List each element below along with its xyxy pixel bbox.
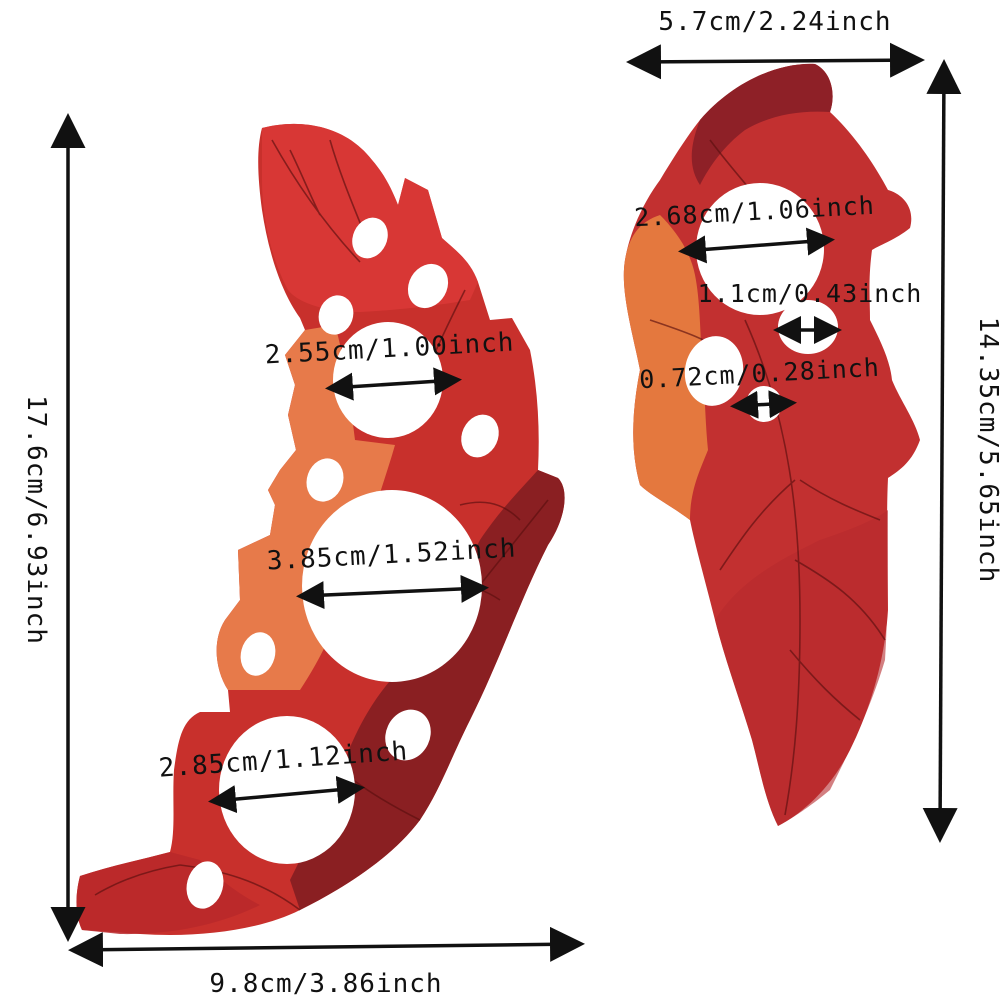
left-hole-small-7: [385, 709, 431, 761]
dimension-arrows: [50, 42, 962, 968]
left-height-label: 17.6cm/6.93inch: [21, 395, 51, 645]
right-leaf-piece: [623, 63, 920, 827]
left-hole-small-3: [318, 295, 354, 335]
left-hole-small-1: [352, 217, 388, 259]
left-bottom-hole-arrow: [208, 775, 365, 814]
left-hole-small-4: [461, 414, 499, 458]
left-leaf-top-lobe: [262, 123, 478, 312]
right-height-label: 14.35cm/5.65inch: [973, 317, 1000, 583]
right-leaf-lower-tint: [715, 510, 888, 826]
right-hole-side: [684, 336, 744, 406]
left-top-hole-arrow: [325, 367, 462, 401]
right-height-arrow: [922, 59, 962, 843]
right-hole-medium: [778, 300, 838, 354]
left-leaf-lower-lobe: [76, 852, 261, 935]
left-leaf-piece: [76, 123, 565, 935]
right-small-hole-arrow: [730, 390, 797, 419]
right-width-arrow: [626, 42, 925, 80]
left-width-arrow: [68, 926, 585, 968]
left-middle-hole-arrow: [296, 574, 489, 610]
right-leaf-crest: [691, 63, 833, 186]
right-leaf-orange-band: [623, 215, 708, 520]
left-hole-small-2: [407, 263, 449, 309]
left-hole-small-8: [186, 861, 224, 909]
left-hole-small-5: [306, 458, 344, 502]
right-medium-hole-label: 1.1cm/0.43inch: [698, 279, 923, 308]
left-hole-middle: [302, 490, 482, 682]
right-width-label: 5.7cm/2.24inch: [658, 7, 891, 37]
left-hole-small-6: [240, 632, 276, 676]
left-width-label: 9.8cm/3.86inch: [209, 969, 442, 999]
right-large-hole-arrow: [678, 227, 835, 264]
